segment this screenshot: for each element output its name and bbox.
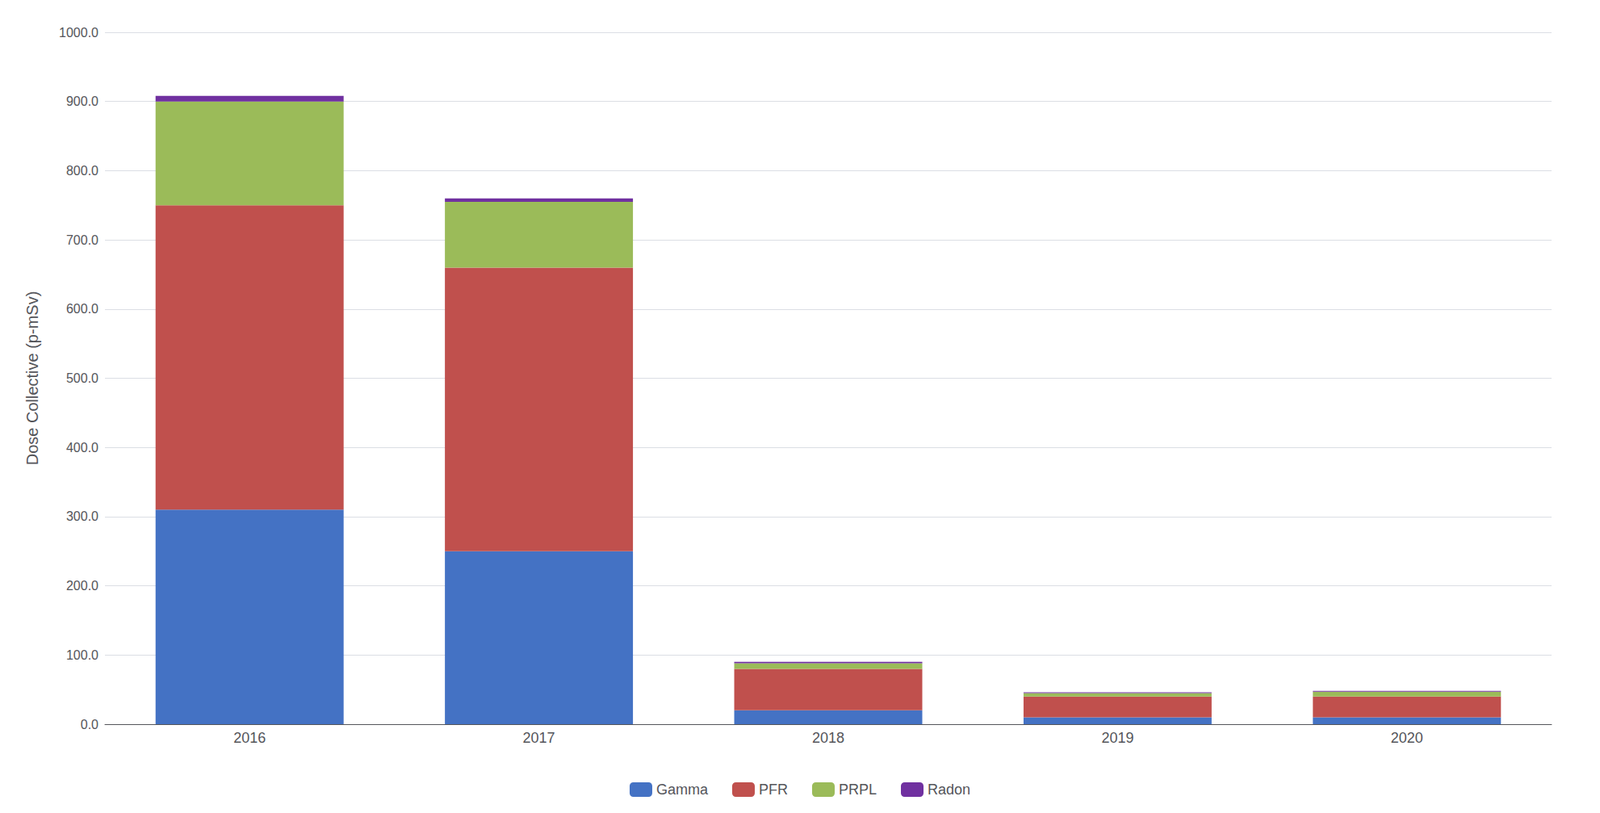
svg-text:100.0: 100.0 [66, 648, 99, 662]
svg-text:PRPL: PRPL [838, 781, 877, 798]
svg-text:300.0: 300.0 [66, 509, 99, 524]
svg-text:600.0: 600.0 [66, 301, 99, 316]
svg-text:2017: 2017 [523, 729, 556, 746]
svg-text:2016: 2016 [233, 729, 266, 746]
svg-text:Gamma: Gamma [656, 781, 709, 798]
svg-text:2019: 2019 [1101, 729, 1134, 746]
svg-text:200.0: 200.0 [66, 578, 99, 593]
svg-text:PFR: PFR [758, 781, 788, 798]
svg-text:2018: 2018 [812, 729, 845, 746]
svg-text:0.0: 0.0 [80, 717, 99, 732]
svg-text:Dose Collective (p-mSv): Dose Collective (p-mSv) [23, 291, 42, 466]
svg-text:2020: 2020 [1390, 729, 1424, 746]
svg-text:Radon: Radon [927, 781, 971, 798]
svg-text:700.0: 700.0 [66, 233, 99, 248]
svg-text:900.0: 900.0 [66, 94, 99, 109]
svg-text:500.0: 500.0 [66, 371, 99, 386]
svg-text:400.0: 400.0 [66, 440, 99, 455]
svg-text:800.0: 800.0 [66, 163, 99, 178]
svg-text:1000.0: 1000.0 [58, 25, 99, 40]
